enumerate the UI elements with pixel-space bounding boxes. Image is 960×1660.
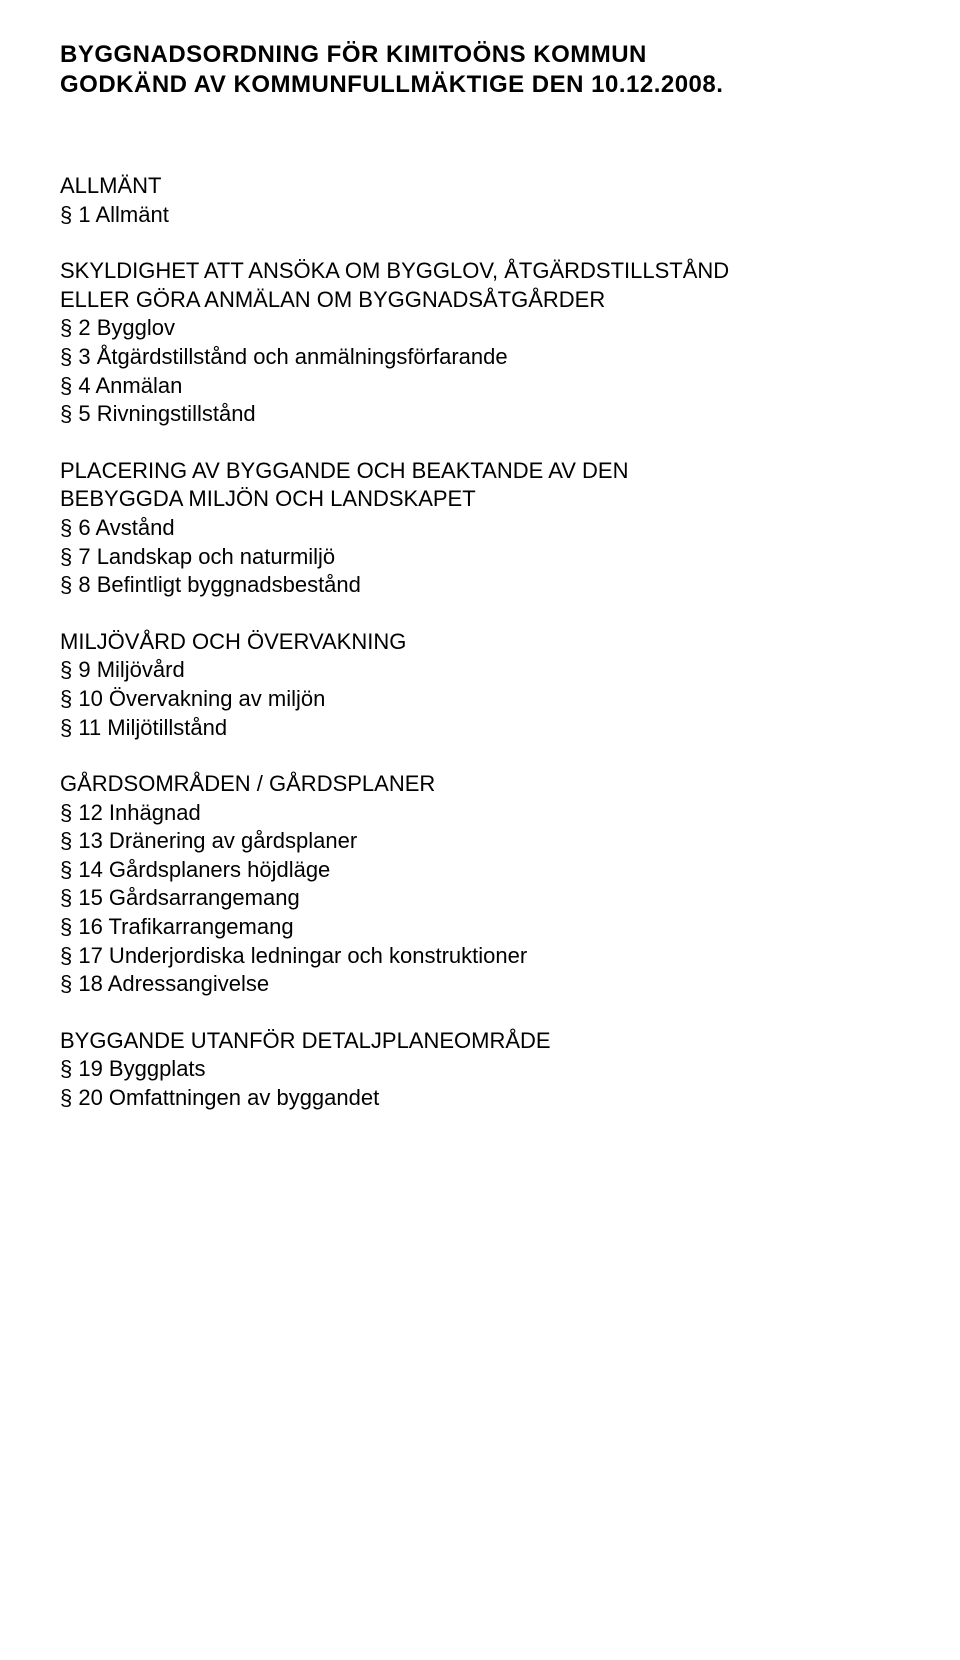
list-item: § 15 Gårdsarrangemang	[60, 884, 900, 913]
list-item: § 3 Åtgärdstillstånd och anmälningsförfa…	[60, 343, 900, 372]
list-item: § 10 Övervakning av miljön	[60, 685, 900, 714]
list-item: § 17 Underjordiska ledningar och konstru…	[60, 942, 900, 971]
section-heading: SKYLDIGHET ATT ANSÖKA OM BYGGLOV, ÅTGÄRD…	[60, 257, 900, 314]
list-item: § 13 Dränering av gårdsplaner	[60, 827, 900, 856]
page-title: BYGGNADSORDNING FÖR KIMITOÖNS KOMMUN GOD…	[60, 40, 900, 100]
item-group: § 2 Bygglov§ 3 Åtgärdstillstånd och anmä…	[60, 314, 900, 428]
item-group: § 9 Miljövård§ 10 Övervakning av miljön§…	[60, 656, 900, 742]
list-item: § 14 Gårdsplaners höjdläge	[60, 856, 900, 885]
list-item: § 5 Rivningstillstånd	[60, 400, 900, 429]
list-item: § 7 Landskap och naturmiljö	[60, 543, 900, 572]
list-item: § 6 Avstånd	[60, 514, 900, 543]
list-item: § 16 Trafikarrangemang	[60, 913, 900, 942]
list-item: § 1 Allmänt	[60, 201, 900, 230]
item-group: § 12 Inhägnad§ 13 Dränering av gårdsplan…	[60, 799, 900, 999]
section-heading: BYGGANDE UTANFÖR DETALJPLANEOMRÅDE	[60, 1027, 900, 1056]
item-group: § 1 Allmänt	[60, 201, 900, 230]
section-heading: ALLMÄNT	[60, 172, 900, 201]
list-item: § 2 Bygglov	[60, 314, 900, 343]
section-heading: GÅRDSOMRÅDEN / GÅRDSPLANER	[60, 770, 900, 799]
list-item: § 8 Befintligt byggnadsbestånd	[60, 571, 900, 600]
section-heading: PLACERING AV BYGGANDE OCH BEAKTANDE AV D…	[60, 457, 900, 514]
document-body: ALLMÄNT§ 1 Allmänt SKYLDIGHET ATT ANSÖKA …	[60, 172, 900, 1113]
list-item: § 11 Miljötillstånd	[60, 714, 900, 743]
list-item: § 20 Omfattningen av byggandet	[60, 1084, 900, 1113]
list-item: § 4 Anmälan	[60, 372, 900, 401]
list-item: § 19 Byggplats	[60, 1055, 900, 1084]
section-heading: MILJÖVÅRD OCH ÖVERVAKNING	[60, 628, 900, 657]
list-item: § 9 Miljövård	[60, 656, 900, 685]
item-group: § 19 Byggplats§ 20 Omfattningen av bygga…	[60, 1055, 900, 1112]
list-item: § 12 Inhägnad	[60, 799, 900, 828]
item-group: § 6 Avstånd§ 7 Landskap och naturmiljö§ …	[60, 514, 900, 600]
list-item: § 18 Adressangivelse	[60, 970, 900, 999]
